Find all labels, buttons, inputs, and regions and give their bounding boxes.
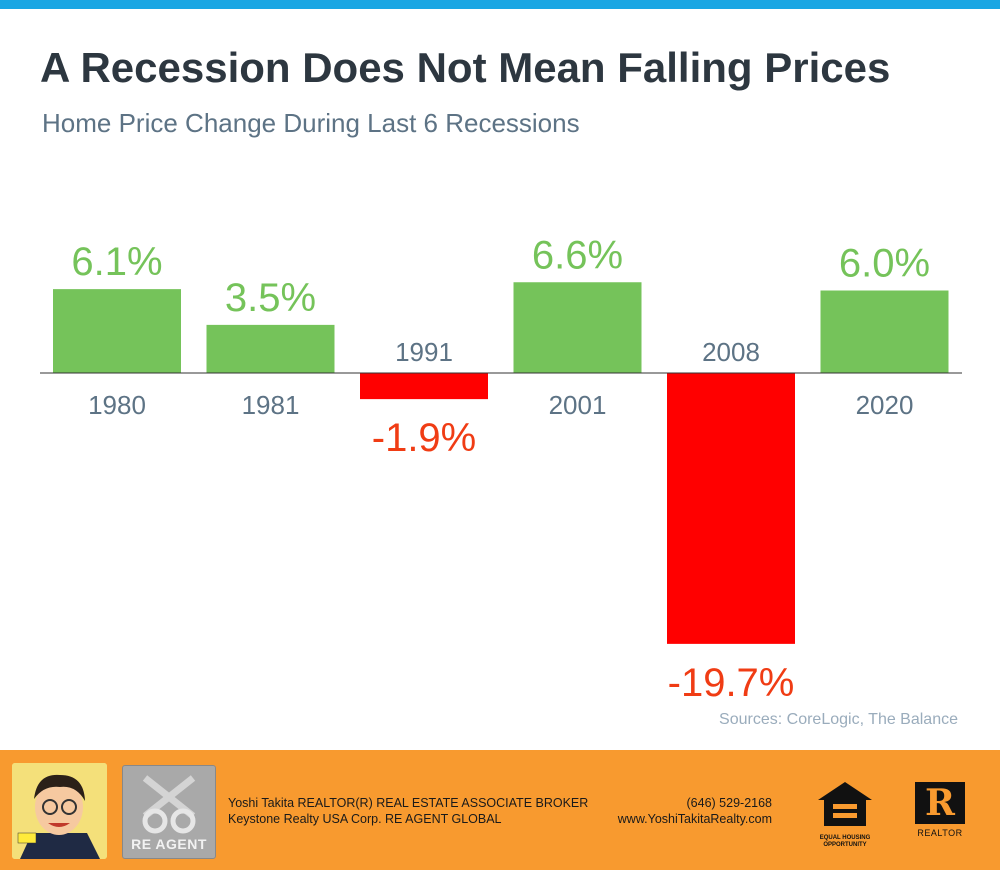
realtor-logo: R REALTOR bbox=[913, 782, 967, 838]
value-label-2008: -19.7% bbox=[668, 661, 795, 705]
equal-housing-text: EQUAL HOUSING OPPORTUNITY bbox=[819, 835, 871, 848]
value-label-2001: 6.6% bbox=[532, 233, 623, 277]
realtor-r-icon: R bbox=[915, 782, 965, 824]
equal-housing-logo: EQUAL HOUSING OPPORTUNITY bbox=[814, 780, 876, 849]
bar-2020 bbox=[820, 290, 949, 373]
re-agent-logo-text: RE AGENT bbox=[131, 836, 207, 852]
value-label-1981: 3.5% bbox=[225, 276, 316, 320]
chart-subtitle: Home Price Change During Last 6 Recessio… bbox=[42, 108, 580, 138]
bar-1991 bbox=[360, 373, 488, 400]
value-label-2020: 6.0% bbox=[839, 242, 930, 286]
value-label-1980: 6.1% bbox=[71, 240, 162, 284]
equal-housing-icon bbox=[818, 782, 872, 826]
category-label-2008: 2008 bbox=[702, 337, 760, 367]
value-label-1991: -1.9% bbox=[372, 416, 477, 460]
company-line: Keystone Realty USA Corp. RE AGENT GLOBA… bbox=[228, 812, 502, 826]
realtor-logo-text: REALTOR bbox=[917, 828, 963, 838]
agent-line: Yoshi Takita REALTOR(R) REAL ESTATE ASSO… bbox=[228, 796, 589, 810]
bar-2008 bbox=[667, 373, 795, 644]
category-label-1981: 1981 bbox=[242, 390, 300, 420]
phone-number: (646) 529-2168 bbox=[686, 796, 772, 810]
agent-caricature bbox=[12, 763, 107, 859]
category-label-1991: 1991 bbox=[395, 337, 453, 367]
chart-title: A Recession Does Not Mean Falling Prices bbox=[40, 44, 891, 91]
category-label-1980: 1980 bbox=[88, 390, 146, 420]
contact-info: (646) 529-2168 www.YoshiTakitaRealty.com bbox=[618, 795, 772, 827]
re-agent-logo: RE AGENT bbox=[122, 765, 216, 859]
website-link[interactable]: www.YoshiTakitaRealty.com bbox=[617, 812, 772, 826]
bar-chart: 6.1% 1980 3.5% 1981 -1.9% 1991 6.6% 2001 -19.7% 2… bbox=[40, 233, 962, 705]
bar-1980 bbox=[53, 289, 181, 373]
category-label-2020: 2020 bbox=[856, 390, 914, 420]
bar-2001 bbox=[513, 282, 642, 373]
footer-banner: RE AGENT Yoshi Takita REALTOR(R) REAL ES… bbox=[0, 750, 1000, 870]
agent-info: Yoshi Takita REALTOR(R) REAL ESTATE ASSO… bbox=[228, 795, 588, 827]
category-label-2001: 2001 bbox=[549, 390, 607, 420]
top-accent-bar bbox=[0, 0, 1000, 9]
bar-1981 bbox=[206, 324, 335, 373]
source-note: Sources: CoreLogic, The Balance bbox=[719, 711, 958, 728]
